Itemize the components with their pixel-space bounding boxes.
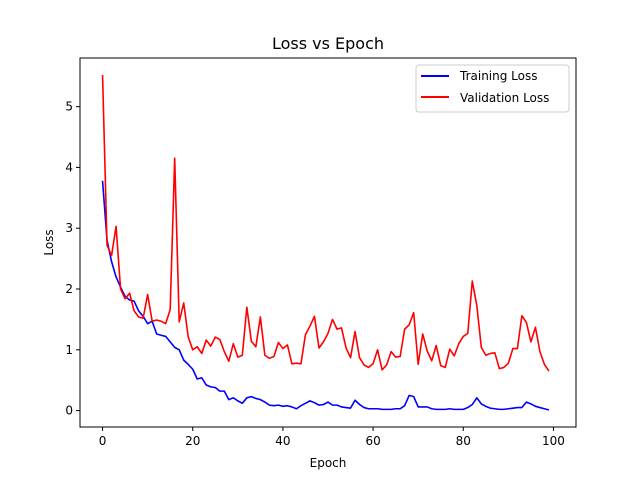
x-tick-label: 40	[275, 434, 290, 448]
y-tick-label: 0	[65, 404, 73, 418]
chart-title: Loss vs Epoch	[272, 34, 384, 53]
y-tick-label: 3	[65, 221, 73, 235]
validation-loss-line	[101, 74, 550, 372]
legend: Training Loss Validation Loss	[415, 64, 570, 113]
x-tick-label: 60	[365, 434, 380, 448]
legend-label-validation: Validation Loss	[460, 91, 549, 105]
training-loss-line	[101, 180, 550, 411]
x-tick-label: 100	[542, 434, 565, 448]
x-tick-label: 80	[456, 434, 471, 448]
x-axis-label: Epoch	[310, 456, 347, 470]
y-tick-label: 2	[65, 282, 73, 296]
legend-label-training: Training Loss	[459, 69, 537, 83]
y-tick-label: 4	[65, 160, 73, 174]
y-tick-label: 5	[65, 100, 73, 114]
y-axis-label: Loss	[42, 229, 56, 255]
legend-box	[415, 64, 570, 113]
x-tick-label: 20	[185, 434, 200, 448]
plot-area: 0 20 40 60 80 100 0 1 2 3 4 5	[65, 74, 565, 448]
plot-frame	[79, 57, 577, 428]
y-tick-label: 1	[65, 343, 73, 357]
x-tick-label: 0	[99, 434, 107, 448]
